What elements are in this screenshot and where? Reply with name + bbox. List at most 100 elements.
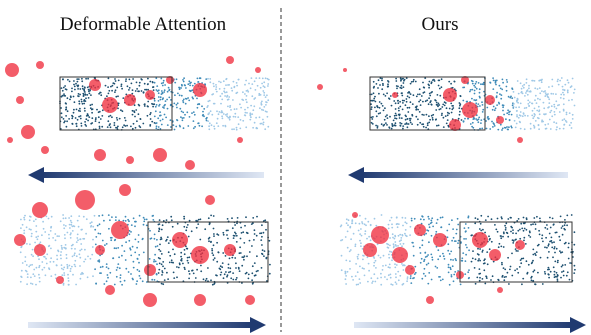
point — [508, 114, 510, 116]
point — [78, 215, 80, 217]
point — [571, 99, 573, 101]
point — [421, 114, 423, 116]
point — [151, 103, 153, 105]
attention-point — [496, 116, 504, 124]
point — [357, 256, 359, 258]
point — [261, 244, 263, 246]
point — [67, 110, 69, 112]
point — [555, 100, 557, 102]
point — [447, 125, 449, 127]
point — [122, 110, 124, 112]
point — [63, 93, 65, 95]
point — [552, 93, 554, 95]
point — [166, 272, 168, 274]
point — [568, 258, 570, 260]
point — [359, 278, 361, 280]
point — [61, 116, 63, 118]
point — [473, 99, 475, 101]
point — [35, 219, 37, 221]
point — [256, 235, 258, 237]
point — [448, 266, 450, 268]
attention-point — [343, 68, 347, 72]
point — [259, 233, 261, 235]
point — [157, 117, 159, 119]
point — [213, 283, 215, 285]
point — [411, 242, 413, 244]
point — [193, 111, 195, 113]
point — [562, 89, 564, 91]
point — [130, 273, 132, 275]
point — [506, 112, 508, 114]
point — [169, 262, 171, 264]
point — [154, 116, 156, 118]
point — [177, 102, 179, 104]
point — [99, 127, 101, 129]
point — [395, 244, 397, 246]
point — [439, 255, 441, 257]
point — [27, 276, 29, 278]
point — [30, 216, 32, 218]
point — [161, 83, 163, 85]
point — [138, 125, 140, 127]
point — [424, 252, 426, 254]
point — [526, 273, 528, 275]
point — [415, 106, 417, 108]
point — [267, 126, 269, 128]
point — [428, 241, 430, 243]
point — [91, 112, 93, 114]
point — [106, 243, 108, 245]
point — [402, 235, 404, 237]
point — [115, 219, 117, 221]
point — [457, 224, 459, 226]
point — [505, 276, 507, 278]
point — [22, 224, 24, 226]
point — [569, 124, 571, 126]
point — [524, 95, 526, 97]
point — [396, 88, 398, 90]
point — [406, 98, 408, 100]
point — [465, 223, 467, 225]
point — [341, 255, 343, 257]
point — [531, 279, 533, 281]
point — [388, 257, 390, 259]
point — [263, 81, 265, 83]
point — [63, 218, 65, 220]
point — [133, 267, 135, 269]
point — [400, 239, 402, 241]
point — [512, 229, 514, 231]
point — [39, 265, 41, 267]
point — [402, 100, 404, 102]
point — [143, 252, 145, 254]
point — [497, 218, 499, 220]
point — [373, 92, 375, 94]
point — [131, 224, 133, 226]
point — [149, 230, 151, 232]
point — [532, 223, 534, 225]
point — [183, 216, 185, 218]
point — [50, 230, 52, 232]
point — [115, 96, 117, 98]
point — [134, 104, 136, 106]
point — [515, 107, 517, 109]
attention-point — [185, 160, 195, 170]
point — [403, 243, 405, 245]
point — [136, 283, 138, 285]
point — [61, 87, 63, 89]
point — [423, 219, 425, 221]
point — [507, 272, 509, 274]
point — [436, 102, 438, 104]
point — [443, 117, 445, 119]
point — [451, 274, 453, 276]
point — [74, 248, 76, 250]
point — [220, 95, 222, 97]
point — [72, 274, 74, 276]
point — [497, 231, 499, 233]
point — [25, 256, 27, 258]
point — [121, 84, 123, 86]
point — [386, 279, 388, 281]
point — [553, 121, 555, 123]
point — [457, 242, 459, 244]
point — [380, 257, 382, 259]
point — [165, 100, 167, 102]
point — [496, 97, 498, 99]
